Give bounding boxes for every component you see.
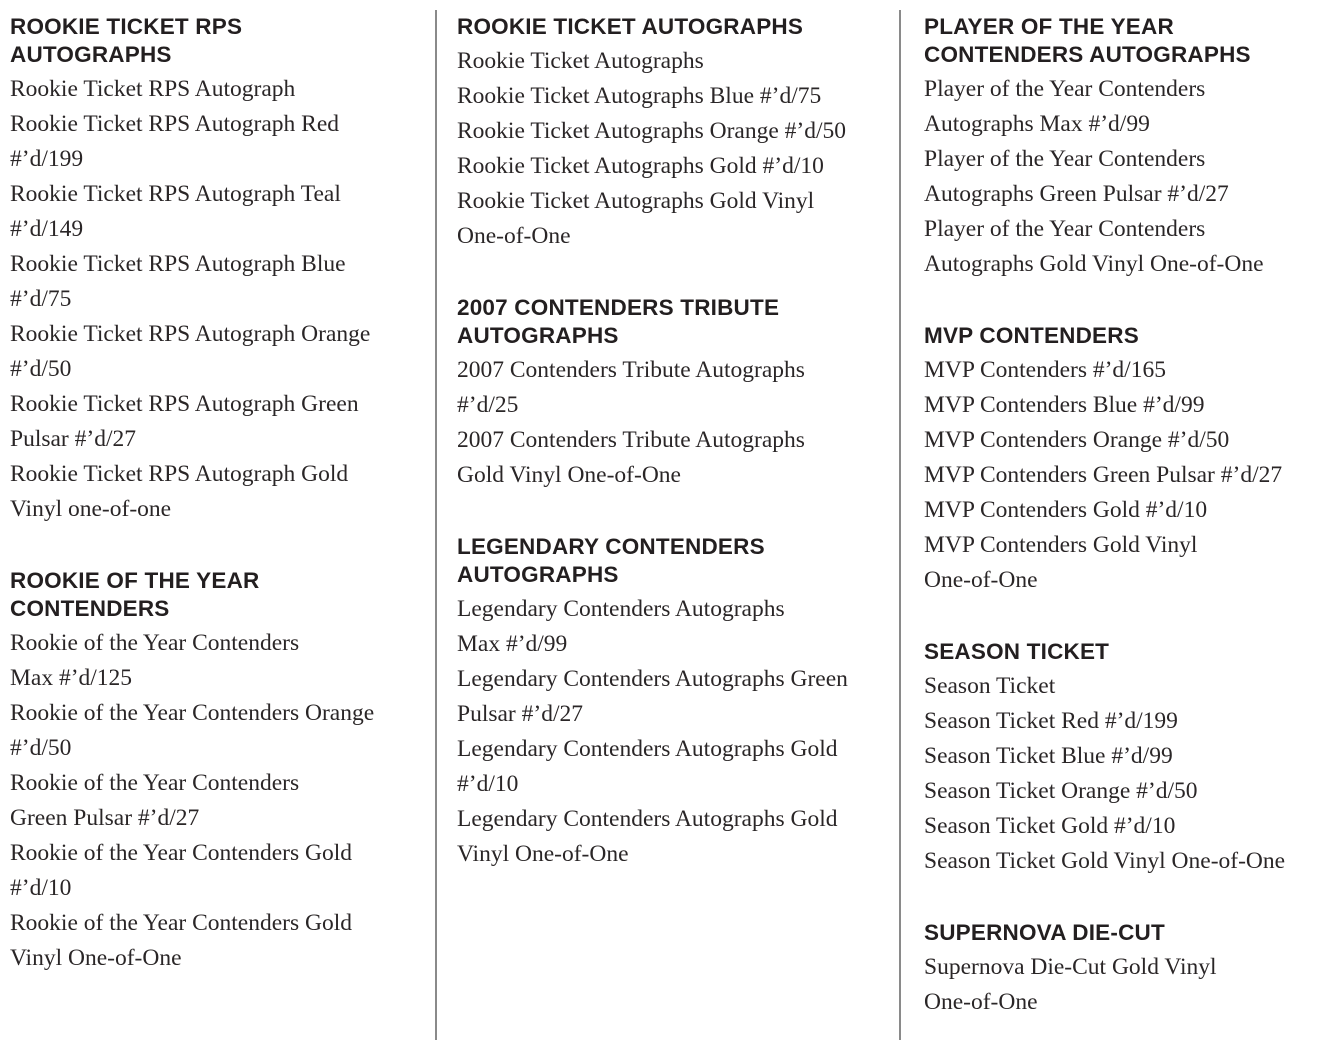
section-heading: ROOKIE TICKET AUTOGRAPHS xyxy=(457,14,804,39)
checklist-item: Rookie Ticket Autographs Gold #’d/10 xyxy=(457,153,824,179)
checklist-item: Rookie Ticket RPS Autograph Orange #’d/5… xyxy=(10,321,371,382)
checklist-item: Rookie Ticket RPS Autograph xyxy=(10,76,296,102)
checklist-section: SUPERNOVA DIE-CUT Supernova Die-Cut Gold … xyxy=(924,919,1336,1020)
checklist-item: Rookie Ticket RPS Autograph Green Pulsar… xyxy=(10,391,359,452)
checklist-section: 2007 CONTENDERS TRIBUTE AUTOGRAPHS 2007 C… xyxy=(457,294,897,493)
section-heading: MVP CONTENDERS xyxy=(924,323,1139,348)
section-heading: LEGENDARY CONTENDERS AUTOGRAPHS xyxy=(457,534,765,587)
checklist-item: Legendary Contenders Autographs Max #’d/… xyxy=(457,596,785,657)
checklist-item: Rookie Ticket Autographs xyxy=(457,48,704,74)
section-heading: PLAYER OF THE YEAR CONTENDERS AUTOGRAPHS xyxy=(924,14,1251,67)
checklist-item: 2007 Contenders Tribute Autographs #’d/2… xyxy=(457,357,805,418)
checklist-item: Rookie of the Year Contenders Gold Vinyl… xyxy=(10,910,353,971)
checklist-item: Rookie of the Year Contenders Orange #’d… xyxy=(10,700,375,761)
checklist-item: Rookie Ticket RPS Autograph Blue #’d/75 xyxy=(10,251,346,312)
section-heading: ROOKIE OF THE YEAR CONTENDERS xyxy=(10,568,260,621)
checklist-item: Season Ticket xyxy=(924,673,1056,699)
column-1: ROOKIE TICKET RPS AUTOGRAPHS Rookie Ticke… xyxy=(10,13,430,976)
checklist-item: Player of the Year Contenders Autographs… xyxy=(924,146,1229,207)
checklist-item: MVP Contenders Orange #’d/50 xyxy=(924,427,1230,453)
checklist-item: MVP Contenders Gold #’d/10 xyxy=(924,497,1208,523)
checklist-section: PLAYER OF THE YEAR CONTENDERS AUTOGRAPHS… xyxy=(924,13,1336,282)
section-heading: SUPERNOVA DIE-CUT xyxy=(924,920,1165,945)
section-heading: 2007 CONTENDERS TRIBUTE AUTOGRAPHS xyxy=(457,295,780,348)
checklist-section: ROOKIE TICKET RPS AUTOGRAPHS Rookie Ticke… xyxy=(10,13,430,527)
checklist-item: Legendary Contenders Autographs Gold #’d… xyxy=(457,736,838,797)
checklist-item: Rookie Ticket Autographs Blue #’d/75 xyxy=(457,83,822,109)
checklist-section: SEASON TICKET Season Ticket Season Ticket … xyxy=(924,638,1336,879)
checklist-section: LEGENDARY CONTENDERS AUTOGRAPHS Legendary… xyxy=(457,533,897,872)
checklist-item: Season Ticket Gold #’d/10 xyxy=(924,813,1176,839)
checklist-item: MVP Contenders Green Pulsar #’d/27 xyxy=(924,462,1283,488)
checklist-section: MVP CONTENDERS MVP Contenders #’d/165 MVP … xyxy=(924,322,1336,598)
checklist-item: MVP Contenders Blue #’d/99 xyxy=(924,392,1205,418)
checklist-item: MVP Contenders Gold Vinyl One-of-One xyxy=(924,532,1198,593)
checklist-item: Player of the Year Contenders Autographs… xyxy=(924,216,1264,277)
checklist-item: Rookie of the Year Contenders Max #’d/12… xyxy=(10,630,300,691)
checklist-item: Rookie of the Year Contenders Gold #’d/1… xyxy=(10,840,353,901)
checklist-item: Season Ticket Red #’d/199 xyxy=(924,708,1178,734)
column-2: ROOKIE TICKET AUTOGRAPHS Rookie Ticket Au… xyxy=(457,13,897,872)
checklist-section: ROOKIE TICKET AUTOGRAPHS Rookie Ticket Au… xyxy=(457,13,897,254)
column-3: PLAYER OF THE YEAR CONTENDERS AUTOGRAPHS… xyxy=(924,13,1336,1020)
checklist-item: Rookie Ticket RPS Autograph Gold Vinyl o… xyxy=(10,461,349,522)
column-divider xyxy=(435,10,437,1040)
checklist-item: Season Ticket Orange #’d/50 xyxy=(924,778,1198,804)
checklist-item: Rookie Ticket Autographs Orange #’d/50 xyxy=(457,118,847,144)
checklist-item: Rookie of the Year Contenders Green Puls… xyxy=(10,770,300,831)
checklist-item: Rookie Ticket RPS Autograph Teal #’d/149 xyxy=(10,181,341,242)
checklist-item: Player of the Year Contenders Autographs… xyxy=(924,76,1206,137)
checklist-item: Rookie Ticket Autographs Gold Vinyl One-… xyxy=(457,188,815,249)
section-heading: ROOKIE TICKET RPS AUTOGRAPHS xyxy=(10,14,243,67)
checklist-item: MVP Contenders #’d/165 xyxy=(924,357,1166,383)
checklist-item: Season Ticket Gold Vinyl One-of-One xyxy=(924,848,1286,874)
checklist-item: Legendary Contenders Autographs Green Pu… xyxy=(457,666,848,727)
checklist-section: ROOKIE OF THE YEAR CONTENDERS Rookie of t… xyxy=(10,567,430,976)
section-heading: SEASON TICKET xyxy=(924,639,1110,664)
checklist-item: Supernova Die-Cut Gold Vinyl One-of-One xyxy=(924,954,1217,1015)
checklist-item: Rookie Ticket RPS Autograph Red #’d/199 xyxy=(10,111,340,172)
checklist-item: 2007 Contenders Tribute Autographs Gold … xyxy=(457,427,805,488)
column-divider xyxy=(899,10,901,1040)
checklist-item: Season Ticket Blue #’d/99 xyxy=(924,743,1173,769)
checklist-item: Legendary Contenders Autographs Gold Vin… xyxy=(457,806,838,867)
